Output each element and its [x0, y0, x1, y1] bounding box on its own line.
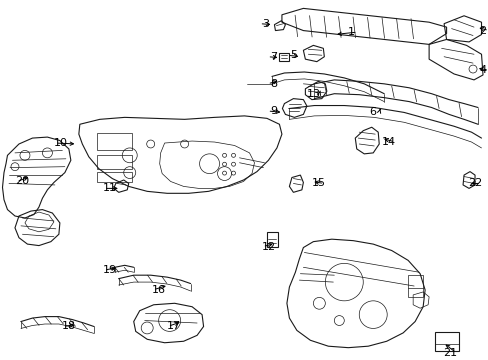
Text: 18: 18: [61, 321, 76, 332]
Text: 1: 1: [347, 27, 355, 37]
Text: 14: 14: [381, 137, 395, 147]
Text: 11: 11: [102, 183, 117, 193]
Bar: [266, 232, 277, 247]
Text: 4: 4: [478, 65, 486, 75]
Text: 7: 7: [269, 52, 276, 62]
Text: 5: 5: [289, 50, 296, 60]
Text: 3: 3: [262, 19, 268, 29]
Text: 13: 13: [306, 89, 320, 99]
Bar: [434, 332, 458, 351]
Text: 17: 17: [166, 321, 181, 332]
Text: 6: 6: [369, 107, 376, 117]
Text: 12: 12: [261, 242, 275, 252]
Text: 10: 10: [54, 138, 68, 148]
Bar: [279, 53, 289, 61]
Text: 15: 15: [311, 179, 325, 188]
Text: 2: 2: [478, 26, 486, 36]
Text: 20: 20: [15, 176, 29, 186]
Text: 16: 16: [151, 285, 165, 295]
Text: 8: 8: [269, 79, 276, 89]
Bar: [407, 275, 422, 297]
Text: 22: 22: [467, 179, 481, 188]
Bar: [97, 133, 132, 150]
Text: 19: 19: [102, 265, 117, 275]
Text: 21: 21: [442, 348, 456, 357]
Text: 9: 9: [269, 106, 276, 116]
Bar: [97, 172, 132, 183]
Bar: [97, 155, 132, 168]
